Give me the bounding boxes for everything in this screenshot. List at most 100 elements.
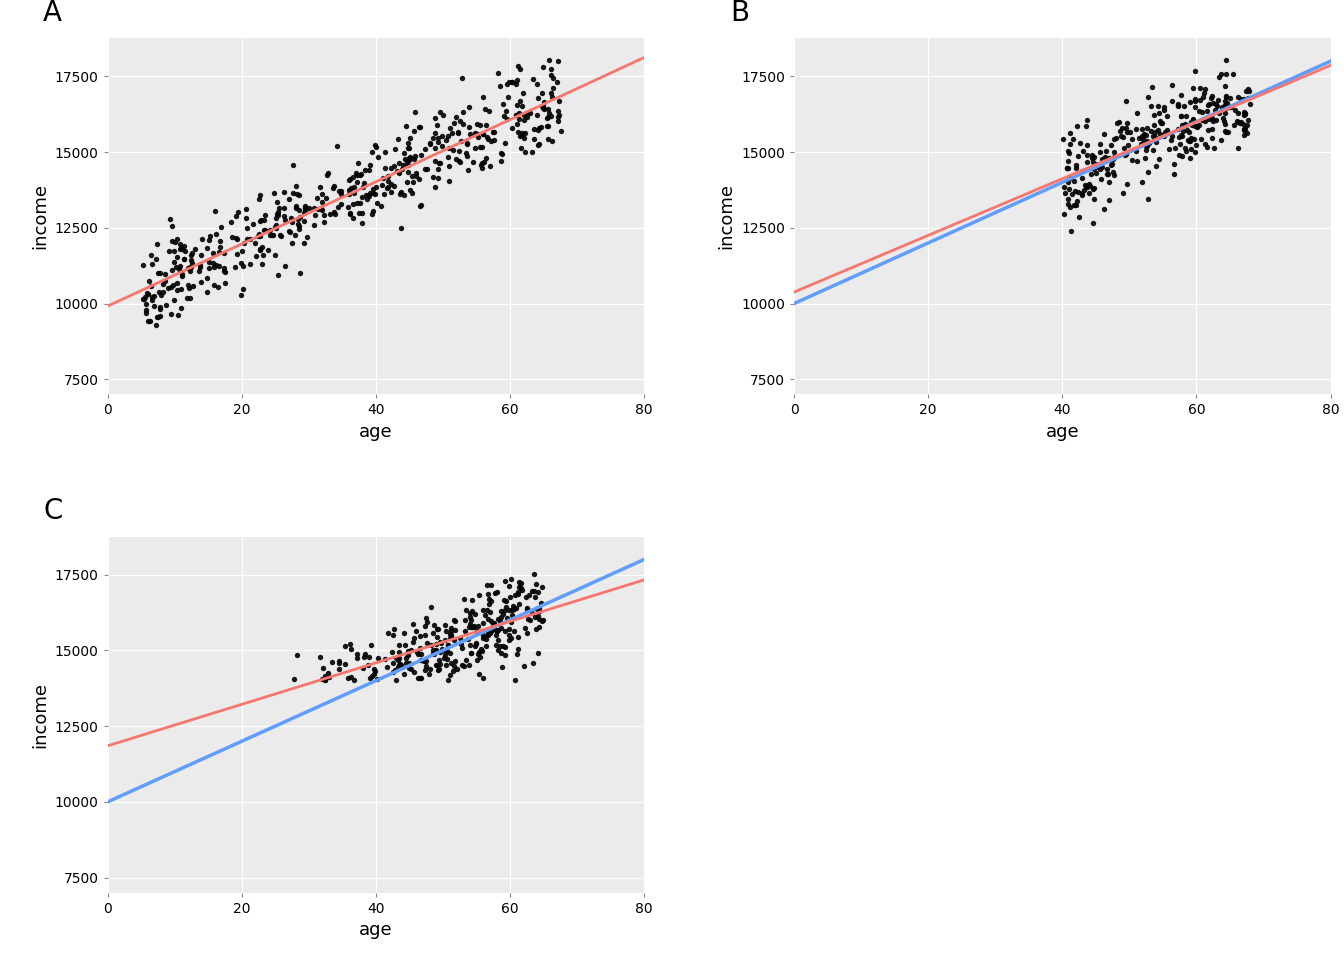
Point xyxy=(543,70,564,85)
Point xyxy=(1154,124,1176,139)
Point xyxy=(521,605,543,620)
Point xyxy=(251,240,273,255)
Point xyxy=(1206,96,1227,111)
Point xyxy=(1176,122,1198,137)
Point xyxy=(165,282,187,298)
Point xyxy=(233,281,254,297)
Point xyxy=(294,203,316,218)
Point xyxy=(394,637,415,653)
Point xyxy=(1171,108,1192,124)
Point xyxy=(249,228,270,244)
Point xyxy=(460,127,481,142)
Point xyxy=(231,255,253,271)
Point xyxy=(323,204,344,220)
Point xyxy=(485,627,507,642)
Point xyxy=(425,180,446,195)
Point xyxy=(380,160,402,176)
Point xyxy=(1066,157,1087,173)
Point xyxy=(331,186,352,202)
Point xyxy=(1111,120,1133,135)
Point xyxy=(1093,202,1114,217)
Point xyxy=(308,202,329,217)
Point xyxy=(501,608,523,623)
Point xyxy=(507,73,528,88)
Point xyxy=(149,301,171,317)
Point xyxy=(495,639,516,655)
Point xyxy=(511,126,532,141)
Point xyxy=(1059,136,1081,152)
Point xyxy=(531,98,552,113)
Point xyxy=(540,61,562,77)
Point xyxy=(1175,144,1196,159)
Point xyxy=(452,116,473,132)
Point xyxy=(360,637,382,653)
Point xyxy=(547,114,569,130)
Point xyxy=(339,173,360,188)
Point xyxy=(504,672,526,687)
Point xyxy=(446,661,468,677)
Point xyxy=(528,121,550,136)
Point xyxy=(190,275,211,290)
Point xyxy=(1223,117,1245,132)
Point xyxy=(482,124,504,139)
Point xyxy=(367,672,388,687)
Point xyxy=(169,240,191,255)
Point xyxy=(304,201,325,216)
Point xyxy=(348,156,370,171)
Point xyxy=(1060,224,1082,239)
Point xyxy=(468,646,489,661)
Point xyxy=(461,604,482,619)
Point xyxy=(1144,130,1165,145)
Point xyxy=(500,631,521,646)
Point xyxy=(540,108,562,124)
Point xyxy=(305,207,327,223)
Point xyxy=(314,673,336,688)
Point xyxy=(141,289,163,304)
Point xyxy=(480,605,501,620)
Point xyxy=(1196,98,1218,113)
Point xyxy=(1191,105,1212,120)
Point xyxy=(337,200,359,215)
Point xyxy=(1090,172,1111,187)
Point xyxy=(1058,160,1079,176)
Point xyxy=(527,645,548,660)
Point xyxy=(505,108,527,123)
Point xyxy=(513,112,535,128)
Point xyxy=(398,140,419,156)
Point xyxy=(1133,127,1154,142)
Point xyxy=(526,77,547,92)
Point xyxy=(435,657,457,672)
Point xyxy=(461,612,482,628)
Point xyxy=(1106,130,1128,145)
Point xyxy=(1058,146,1079,161)
Point xyxy=(1077,137,1098,153)
Point xyxy=(1184,63,1206,79)
Point xyxy=(434,643,456,659)
Point xyxy=(362,144,383,159)
Point xyxy=(1116,120,1137,135)
Point xyxy=(144,299,165,314)
Point xyxy=(496,611,517,626)
Point xyxy=(288,211,309,227)
Point xyxy=(497,89,519,105)
Point xyxy=(480,593,501,609)
Point xyxy=(141,248,163,263)
Point xyxy=(401,661,422,677)
Point xyxy=(1215,106,1236,121)
Point xyxy=(1130,129,1152,144)
Point xyxy=(540,85,562,101)
Point xyxy=(310,201,332,216)
Point xyxy=(1181,112,1203,128)
Point xyxy=(1180,114,1202,130)
Point xyxy=(413,653,434,668)
Point xyxy=(1202,121,1223,136)
Point xyxy=(371,199,392,214)
Point xyxy=(477,587,499,602)
Point xyxy=(1169,136,1191,152)
Point xyxy=(179,280,200,296)
Point xyxy=(456,653,477,668)
Point xyxy=(487,584,508,599)
X-axis label: age: age xyxy=(1046,423,1079,441)
Point xyxy=(403,631,425,646)
Point xyxy=(345,167,367,182)
